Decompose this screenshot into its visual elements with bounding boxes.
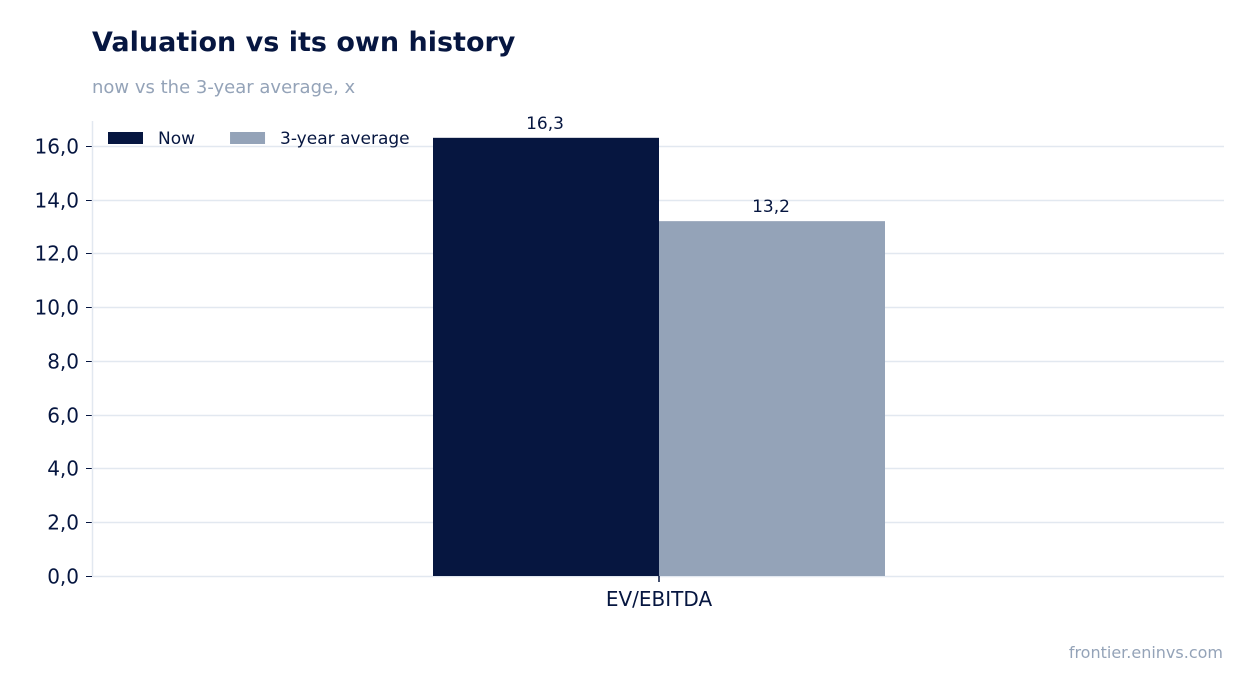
y-tick-label: 0,0 [47,565,79,589]
chart-title: Valuation vs its own history [92,27,516,58]
data-label: 16,3 [526,114,564,134]
data-labels: 16,3 13,2 [526,114,790,217]
source-credit: frontier.eninvs.com [1068,643,1223,662]
axes: 0,0 2,0 4,0 6,0 8,0 10,0 12,0 14,0 16,0 EV/EBITDA [34,121,712,611]
y-tick-label: 16,0 [34,135,79,159]
legend: Now 3-year average [108,129,410,149]
chart-subtitle: now vs the 3-year average, x [92,77,356,98]
y-tick-label: 10,0 [34,296,79,320]
bar [659,221,885,576]
data-label: 13,2 [752,197,790,217]
y-tick-label: 2,0 [47,511,79,535]
legend-label: 3-year average [280,129,410,149]
legend-swatch [230,132,266,144]
y-tick-label: 12,0 [34,242,79,266]
y-tick-label: 6,0 [47,404,79,428]
bars [433,137,885,577]
y-tick-label: 8,0 [47,350,79,374]
bar [433,137,659,577]
x-tick-label: EV/EBITDA [606,587,713,611]
y-tick-label: 14,0 [34,189,79,213]
legend-swatch [108,132,143,144]
y-tick-label: 4,0 [47,457,79,481]
legend-label: Now [158,129,195,149]
